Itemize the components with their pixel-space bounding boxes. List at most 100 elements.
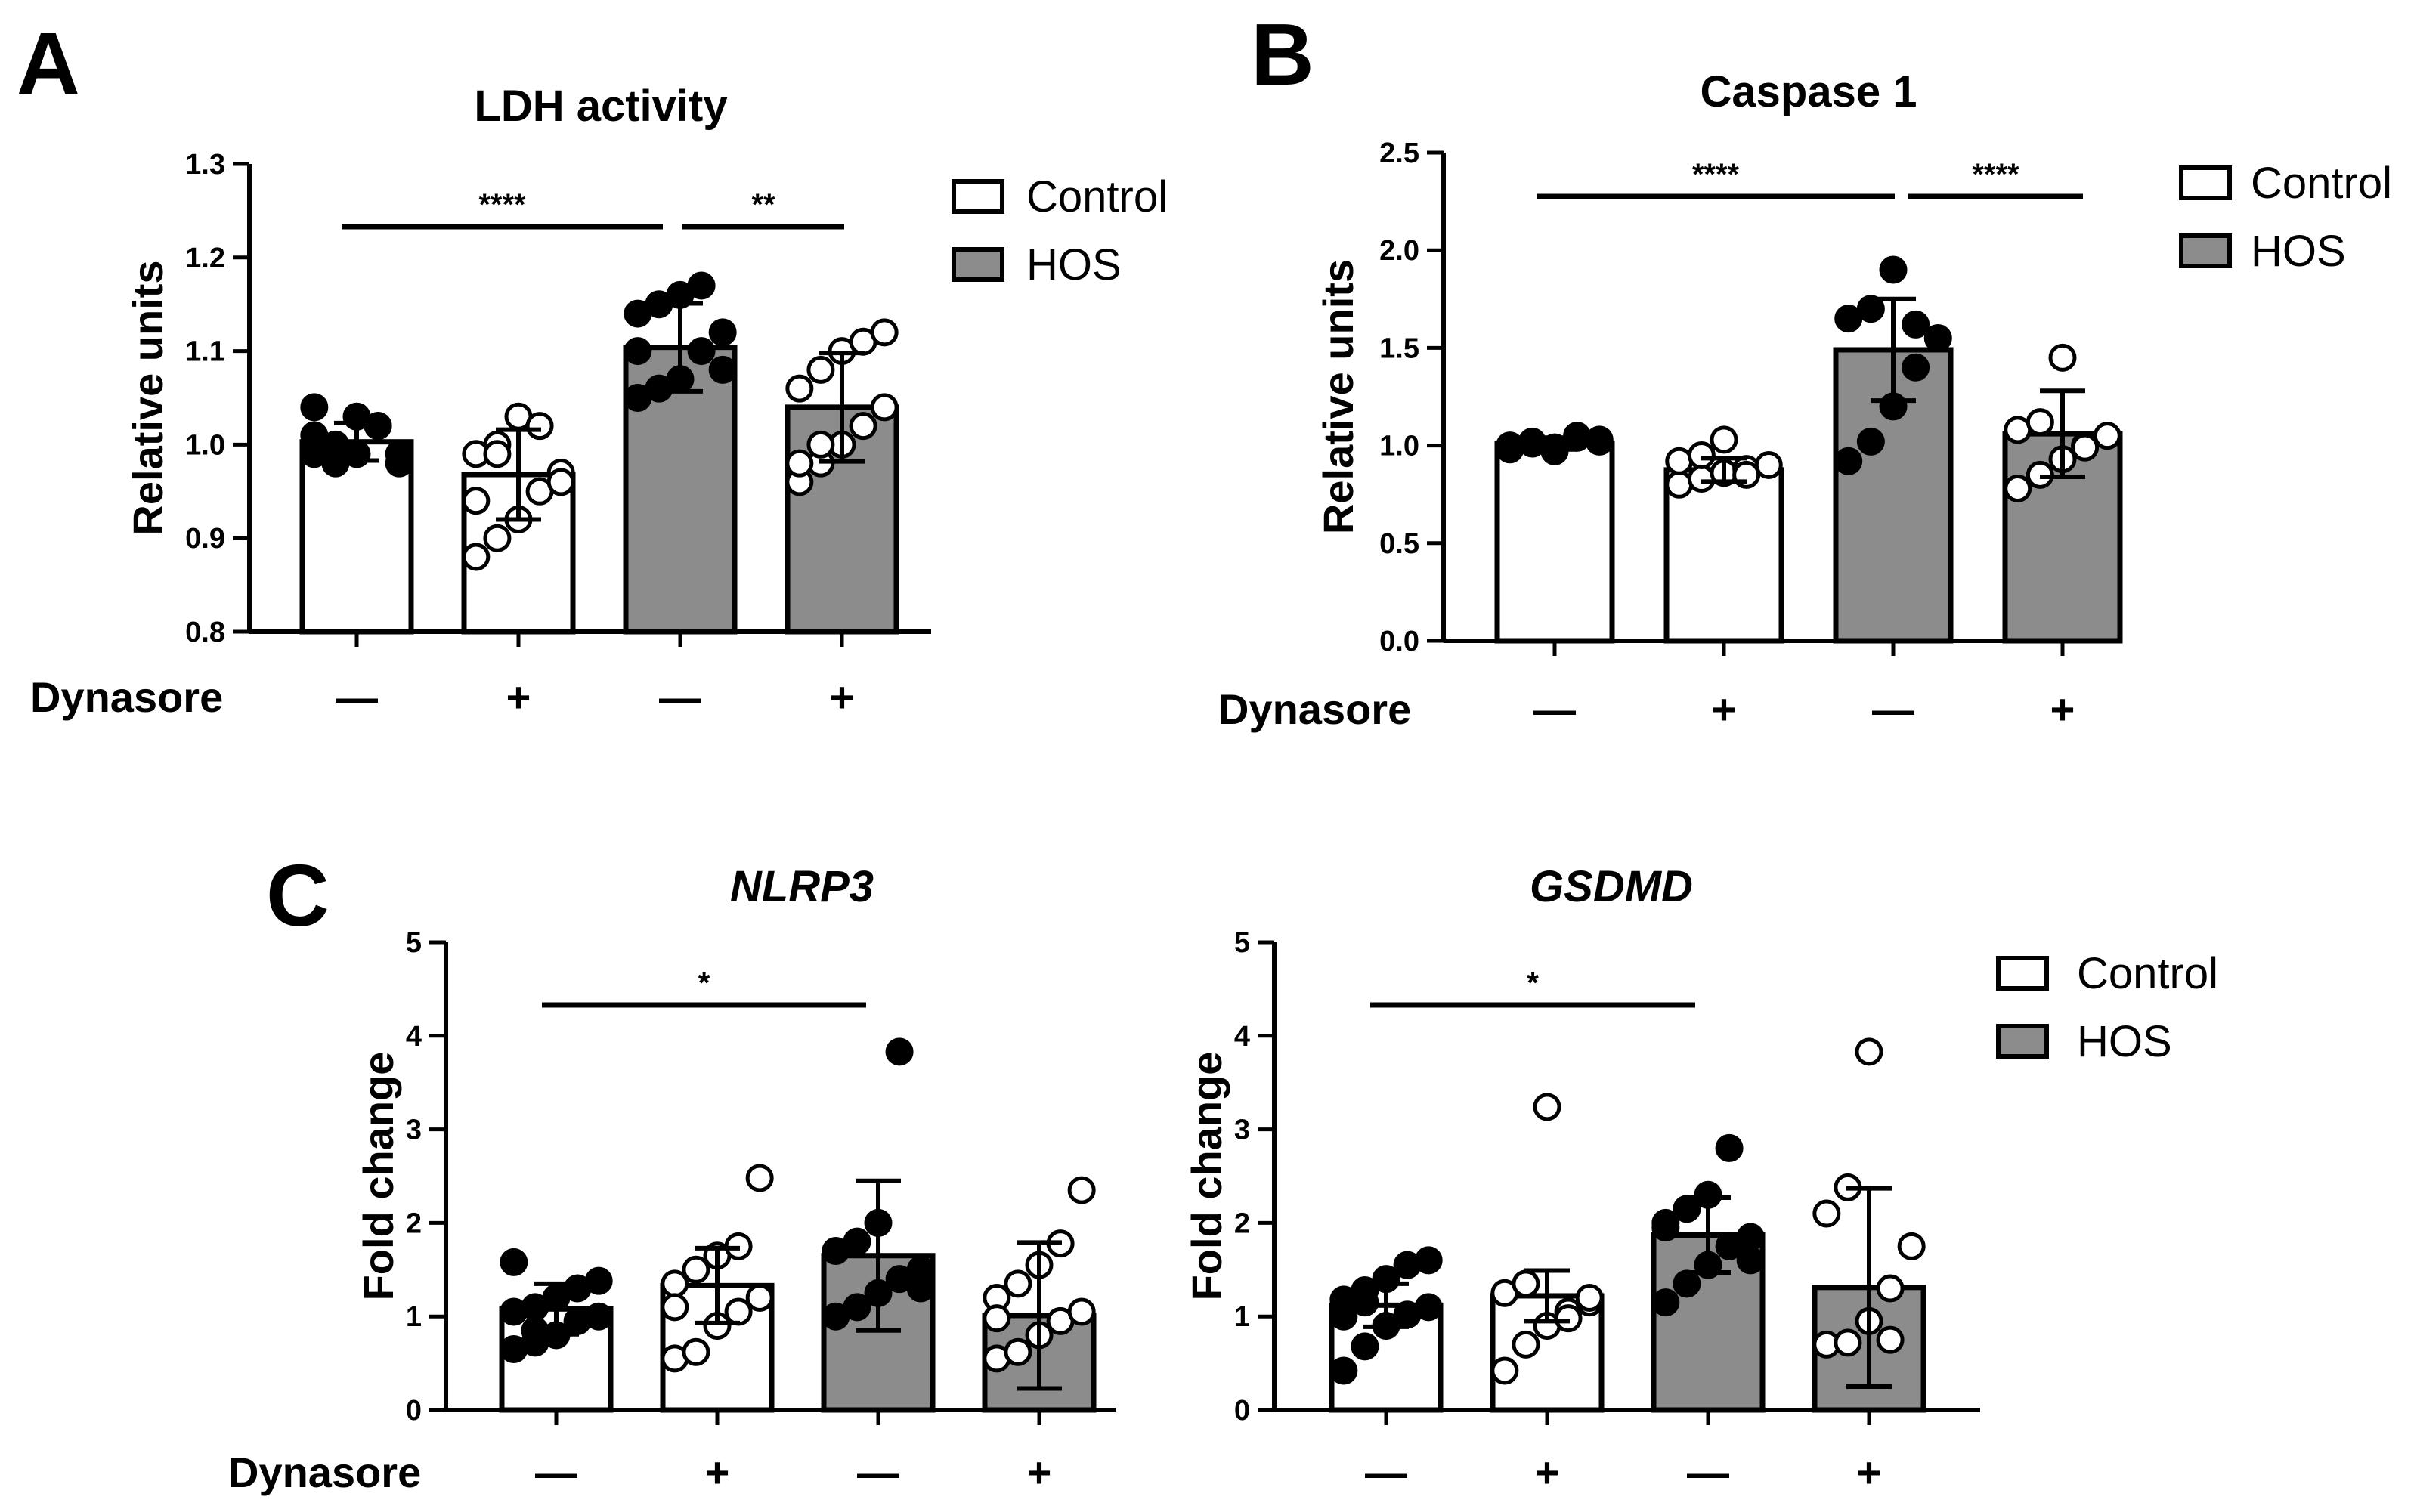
panel-c2-data-point xyxy=(1414,1293,1443,1322)
panel-c2-y-tick-label: 3 xyxy=(1234,1115,1250,1146)
panel-b-significance-label: **** xyxy=(1692,158,1740,191)
legend-b-hos-swatch xyxy=(2179,233,2232,268)
panel-c2-y-tick-label: 2 xyxy=(1234,1207,1250,1239)
panel-b-dynasore-sign: — xyxy=(1533,685,1576,733)
panel-c-data-point xyxy=(843,1293,871,1322)
panel-c2-data-point xyxy=(1329,1356,1358,1385)
panel-b-y-tick-label: 0.0 xyxy=(1379,626,1419,657)
panel-a-data-point xyxy=(687,271,716,300)
panel-c-data-point xyxy=(983,1304,1011,1333)
panel-c2-data-point xyxy=(1351,1332,1379,1361)
panel-letter-c: C xyxy=(266,846,330,945)
panel-c-data-point xyxy=(584,1266,613,1295)
panel-b-data-point xyxy=(1518,429,1546,458)
panel-a-title: LDH activity xyxy=(474,82,727,131)
legend-b-hos-label: HOS xyxy=(2251,227,2346,276)
panel-b-data-point xyxy=(1879,255,1908,284)
panel-a-y-tick-label: 0.8 xyxy=(185,617,225,648)
legend-a-control-swatch xyxy=(952,179,1004,214)
panel-c2-data-point xyxy=(1490,1356,1519,1385)
panel-c-data-point xyxy=(1067,1176,1096,1204)
panel-c2-data-point xyxy=(1554,1304,1583,1333)
panel-a-data-point xyxy=(300,393,329,422)
legend-b-control-label: Control xyxy=(2251,159,2392,208)
panel-a-dynasore-sign: — xyxy=(336,673,378,721)
panel-c-y-tick-label: 1 xyxy=(406,1301,422,1333)
panel-b-y-tick-label: 2.0 xyxy=(1379,235,1419,267)
dynasore-label-a: Dynasore xyxy=(30,673,223,721)
chart-gsdmd: GSDMD Fold change 0 1 2 3 4 5 — + — + * xyxy=(1183,862,1980,1496)
panel-c-dynasore-sign: — xyxy=(857,1449,899,1496)
panel-b-data-point xyxy=(1902,310,1930,339)
panel-c2-data-point xyxy=(1651,1288,1680,1317)
panel-c2-data-point xyxy=(1897,1232,1926,1260)
panel-c-dynasore-sign: + xyxy=(705,1449,730,1496)
panel-c2-data-point xyxy=(1812,1199,1841,1228)
legend-b: Control HOS xyxy=(2179,159,2392,276)
panel-c-data-point xyxy=(584,1302,613,1331)
panel-b-y-tick-label: 2.5 xyxy=(1379,138,1419,169)
dynasore-label-c: Dynasore xyxy=(228,1449,421,1496)
panel-a-data-point xyxy=(385,440,413,468)
panel-a-data-point xyxy=(546,468,575,496)
panel-c2-data-point xyxy=(1575,1283,1604,1312)
panel-a-data-point xyxy=(806,355,835,384)
panel-b-data-point xyxy=(1665,470,1694,499)
panel-c-title: NLRP3 xyxy=(730,862,874,911)
panel-c-data-point xyxy=(843,1227,871,1256)
panel-a-data-point xyxy=(870,318,899,347)
panel-c2-data-point xyxy=(1512,1330,1540,1359)
panel-a-significance-label: ** xyxy=(751,188,775,221)
panel-a-data-point xyxy=(806,430,835,459)
panel-a-data-point xyxy=(708,318,737,347)
panel-c-dynasore-sign: + xyxy=(1027,1449,1052,1496)
panel-c-data-point xyxy=(661,1293,689,1322)
panel-a-data-point xyxy=(708,355,737,384)
panel-letter-a: A xyxy=(17,14,80,113)
panel-b-data-point xyxy=(1687,441,1716,470)
panel-c2-y-axis-label: Fold change xyxy=(1183,1052,1230,1301)
panel-c2-data-point xyxy=(1736,1223,1765,1251)
panel-a-data-point xyxy=(785,449,814,478)
panel-b-data-point xyxy=(1834,305,1863,333)
panel-a-y-tick-label: 1.0 xyxy=(185,429,225,461)
panel-c2-y-tick-label: 5 xyxy=(1234,927,1250,959)
panel-c2-data-point xyxy=(1876,1274,1905,1303)
panel-a-significance-label: **** xyxy=(478,188,526,221)
panel-c2-y-tick-label: 0 xyxy=(1234,1395,1250,1427)
panel-b-significance-label: **** xyxy=(1972,158,2019,191)
panel-a-data-point xyxy=(687,337,716,366)
dynasore-label-b: Dynasore xyxy=(1218,685,1411,733)
panel-a-data-point xyxy=(462,543,491,571)
panel-b-data-point xyxy=(1496,435,1524,464)
panel-b-y-tick-label: 1.0 xyxy=(1379,431,1419,462)
panel-c2-data-point xyxy=(1834,1328,1862,1357)
panel-c-data-point xyxy=(682,1255,710,1284)
chart-ldh-activity: LDH activity Relative units 0.8 0.9 1.0 1.1 1.… xyxy=(124,82,931,721)
panel-c2-data-point xyxy=(1715,1133,1744,1162)
panel-a-data-point xyxy=(525,412,554,441)
panel-a-data-point xyxy=(870,393,899,422)
panel-c2-data-point xyxy=(1414,1246,1443,1275)
panel-b-data-point xyxy=(1754,450,1783,479)
panel-c2-title: GSDMD xyxy=(1530,862,1693,911)
panel-b-y-tick-label: 1.5 xyxy=(1379,332,1419,364)
panel-b-data-point xyxy=(2048,343,2077,372)
panel-c-data-point xyxy=(1004,1337,1032,1366)
legend-a: Control HOS xyxy=(952,172,1168,289)
chart-nlrp3: NLRP3 Fold change 0 1 2 3 4 5 — + — + * xyxy=(354,862,1116,1496)
panel-b-data-point xyxy=(1585,427,1614,456)
panel-b-bar xyxy=(1494,441,1615,644)
panel-b-dynasore-sign: + xyxy=(2050,685,2075,733)
panel-c-data-point xyxy=(906,1274,935,1303)
panel-c2-data-point xyxy=(1673,1269,1701,1298)
panel-b-data-point xyxy=(1834,447,1863,475)
panel-b-data-point xyxy=(2004,474,2032,502)
panel-c-y-tick-label: 5 xyxy=(406,927,422,959)
panel-a-y-axis-label: Relative units xyxy=(124,260,172,535)
panel-a-data-point xyxy=(624,337,652,366)
panel-c-y-axis-label: Fold change xyxy=(354,1052,402,1301)
panel-a-y-tick-label: 1.2 xyxy=(185,243,225,274)
panel-c2-data-point xyxy=(1651,1214,1680,1242)
